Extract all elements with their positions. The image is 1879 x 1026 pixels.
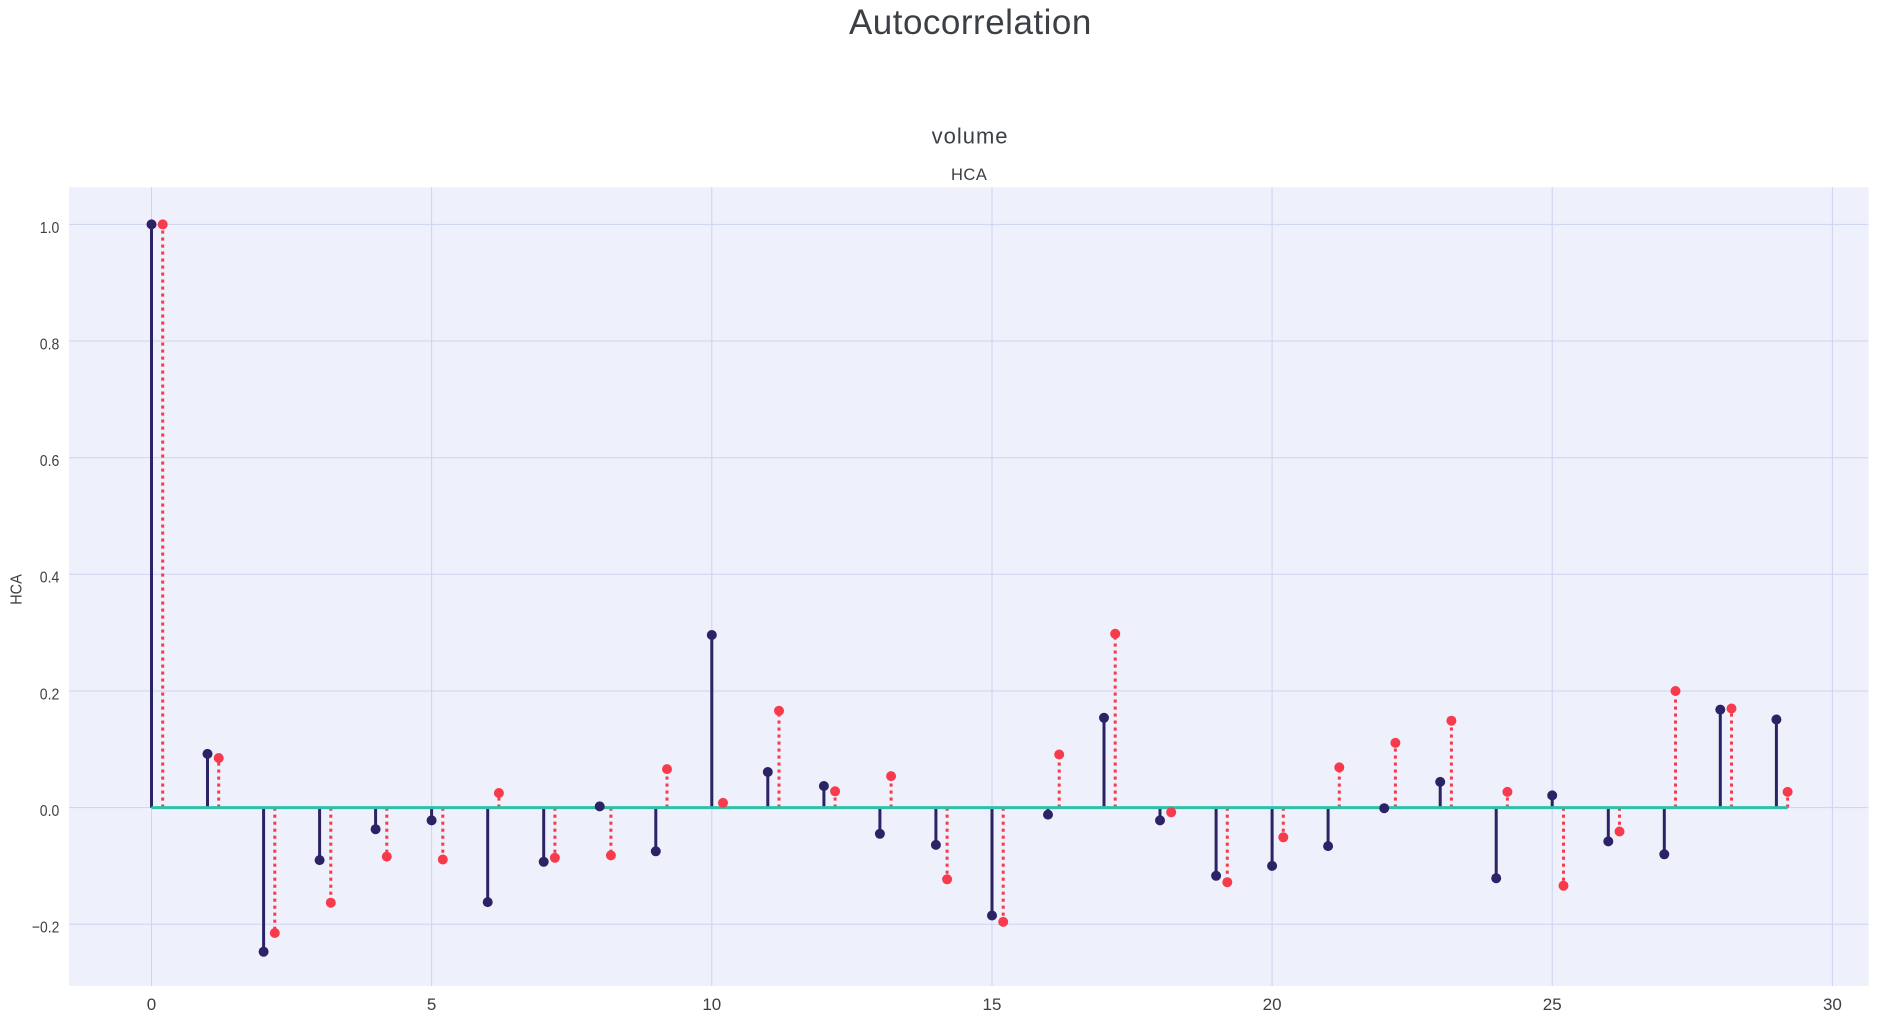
svg-text:Autocorrelation: Autocorrelation [849,3,1092,42]
svg-text:25: 25 [1543,995,1562,1014]
svg-text:0.6: 0.6 [40,453,60,470]
svg-text:HCA: HCA [951,166,987,184]
svg-text:0: 0 [147,995,156,1014]
svg-text:5: 5 [427,995,436,1014]
svg-text:0.8: 0.8 [40,336,60,353]
svg-text:0.2: 0.2 [40,686,60,703]
svg-text:0.0: 0.0 [40,803,60,820]
svg-text:10: 10 [702,995,721,1014]
svg-text:HCA: HCA [9,574,26,605]
svg-text:30: 30 [1823,995,1842,1014]
svg-text:15: 15 [983,995,1002,1014]
svg-text:1.0: 1.0 [40,220,60,237]
svg-text:0.4: 0.4 [40,570,60,587]
svg-text:volume: volume [932,124,1009,149]
svg-text:20: 20 [1263,995,1282,1014]
svg-text:−0.2: −0.2 [32,920,59,937]
